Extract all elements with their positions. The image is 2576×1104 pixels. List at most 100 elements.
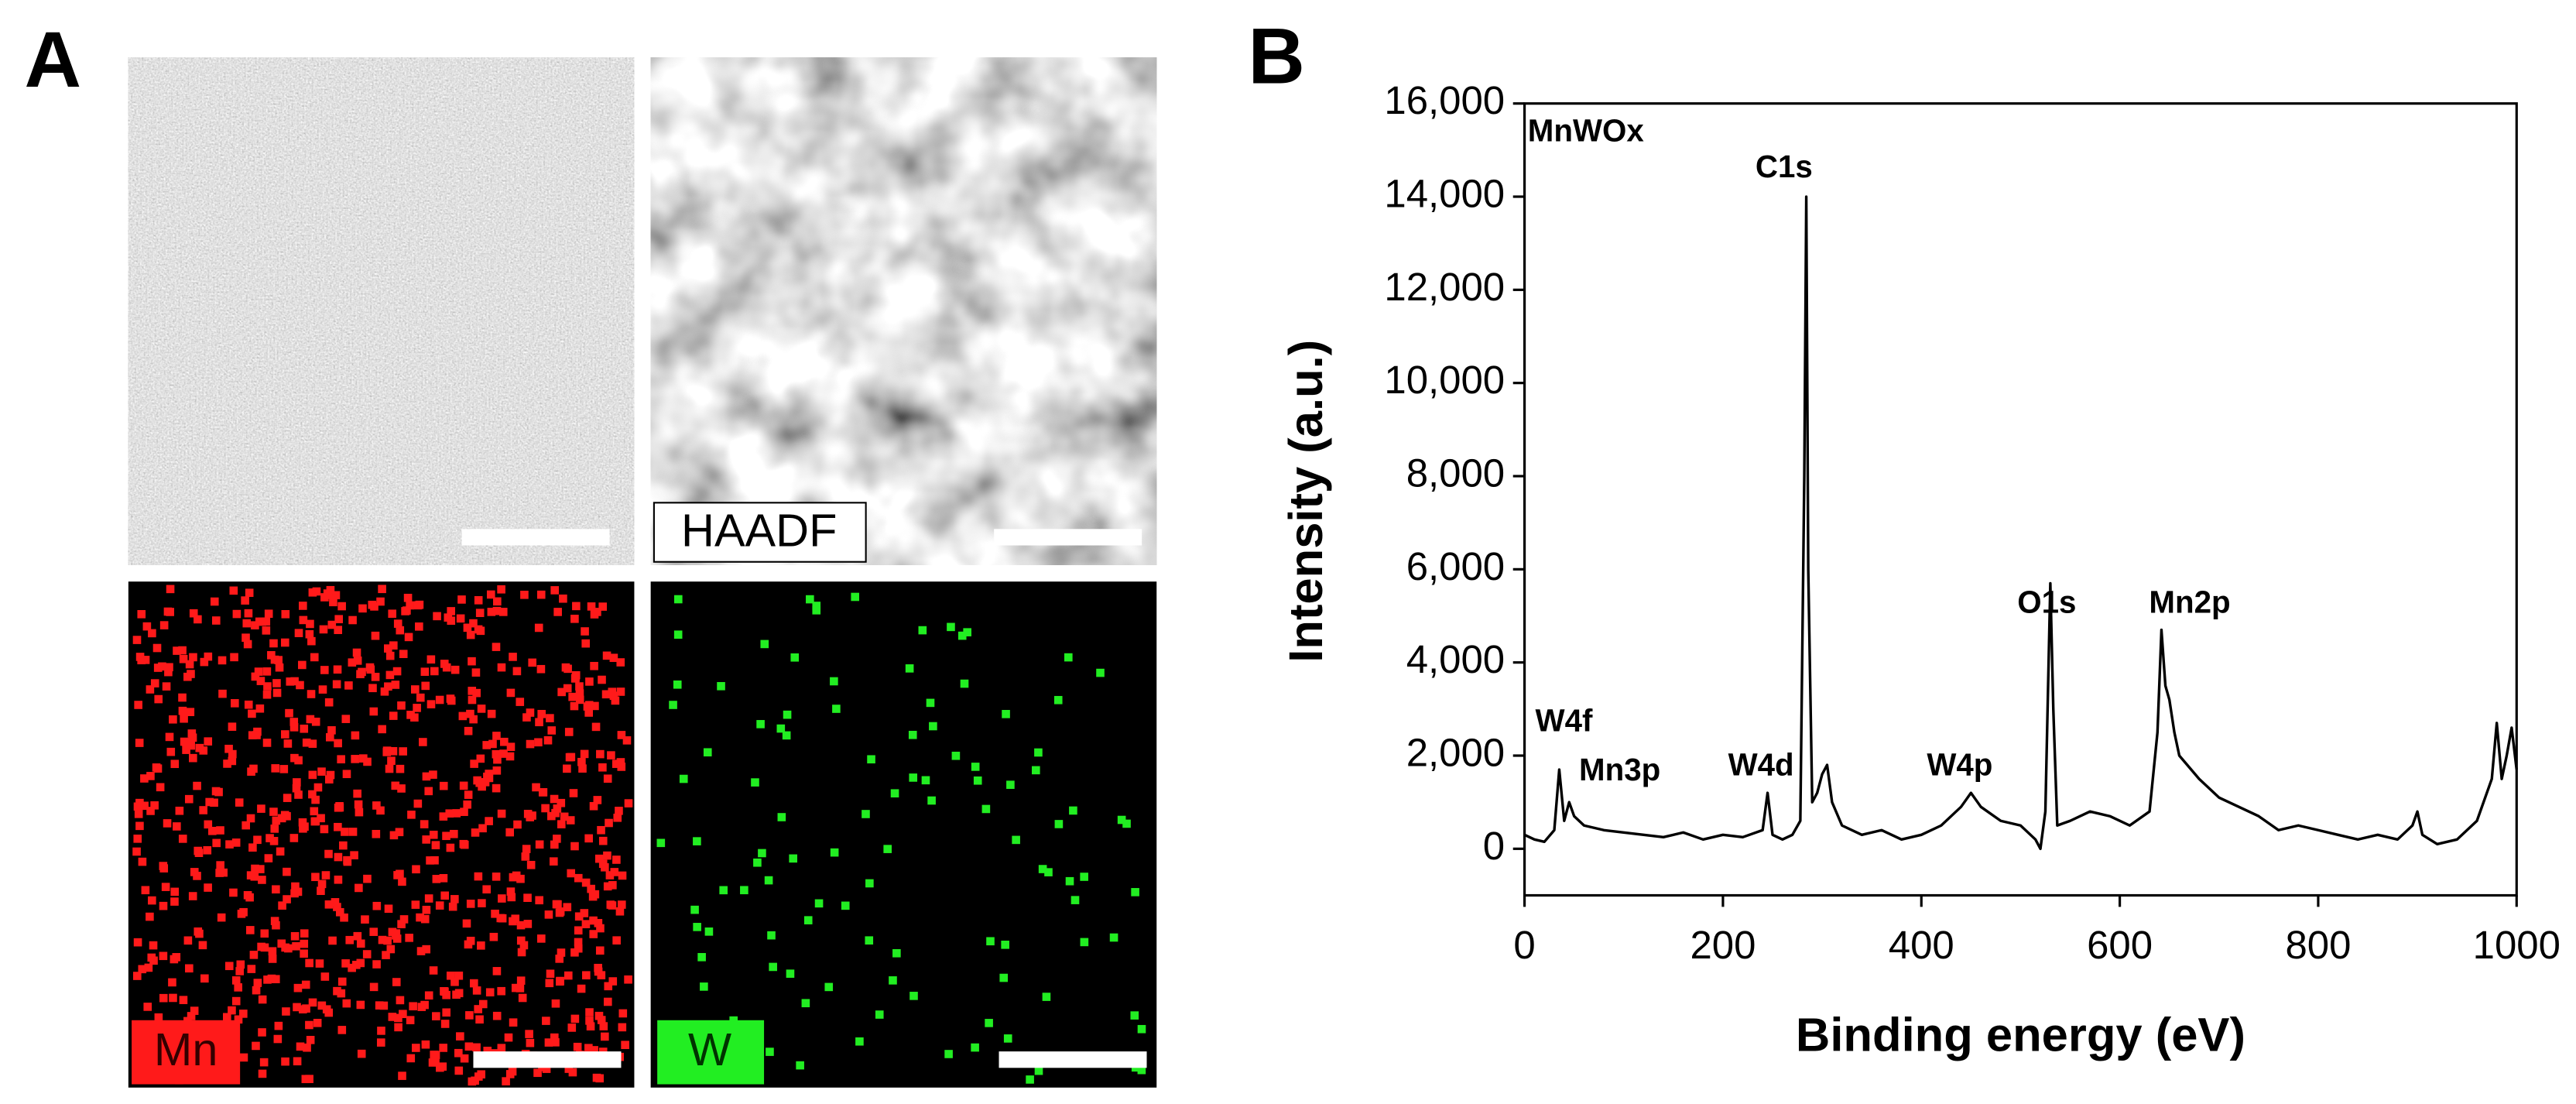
w-dot <box>777 813 786 821</box>
mn-dot <box>622 736 632 745</box>
mn-dot <box>232 609 242 619</box>
mn-dot <box>497 809 506 818</box>
mn-dot <box>146 772 155 780</box>
mn-dot <box>459 781 468 790</box>
w-dot <box>1026 1075 1034 1084</box>
mn-dot <box>526 739 535 749</box>
mn-dot <box>393 871 402 879</box>
mn-dot <box>574 926 583 935</box>
mn-dot <box>372 960 381 969</box>
mn-dot <box>556 976 564 986</box>
mn-dot <box>392 931 400 940</box>
mn-dot <box>396 764 405 773</box>
mn-dot <box>169 715 177 724</box>
mn-dot <box>446 843 455 852</box>
mn-dot <box>366 665 375 674</box>
mn-dot <box>183 672 192 681</box>
y-tick-label: 12,000 <box>1384 265 1505 309</box>
mn-dot <box>313 1018 322 1027</box>
w-dot <box>865 936 874 945</box>
mn-dot <box>581 627 589 636</box>
mn-dot <box>279 765 289 773</box>
mn-dot <box>141 886 150 895</box>
mn-dot <box>575 695 584 705</box>
mn-dot <box>140 801 149 811</box>
mn-dot <box>272 816 281 825</box>
mn-dot <box>264 609 273 619</box>
w-dot <box>801 999 810 1008</box>
mn-dot <box>334 739 342 748</box>
mn-dot <box>134 810 143 818</box>
mn-dot <box>290 677 299 686</box>
mn-dot <box>498 914 507 923</box>
w-dot <box>1137 1065 1146 1075</box>
mn-dot <box>311 717 320 726</box>
mn-dot <box>203 845 212 855</box>
peak-label: W4p <box>1927 748 1992 783</box>
mn-dot <box>511 914 520 924</box>
mn-dot <box>264 854 273 862</box>
mn-dot <box>310 817 320 826</box>
x-tick-label: 600 <box>2087 923 2153 967</box>
w-dot <box>1034 748 1043 757</box>
mn-dot <box>163 819 172 828</box>
w-dot <box>669 701 677 709</box>
mn-dot <box>267 974 276 983</box>
mn-dot <box>570 701 579 711</box>
scale-bar <box>999 1051 1147 1068</box>
mn-dot <box>598 602 608 611</box>
mn-dot <box>358 604 367 613</box>
w-dot <box>929 722 937 731</box>
mn-dot <box>430 667 439 676</box>
mn-dot <box>256 677 265 685</box>
mn-dot <box>603 882 612 891</box>
mn-dot <box>482 741 491 749</box>
mn-dot <box>598 836 608 845</box>
mn-dot <box>146 807 155 815</box>
mn-dot <box>396 626 405 635</box>
mn-dot <box>290 753 299 763</box>
mn-dot <box>559 594 567 603</box>
mn-dot <box>242 633 250 642</box>
mn-dot <box>294 629 303 637</box>
mn-dot <box>506 688 516 698</box>
mn-dot <box>298 1005 307 1014</box>
mn-dot <box>376 806 385 815</box>
mn-dot <box>491 909 499 918</box>
mn-dot <box>509 1018 518 1027</box>
mn-dot <box>324 698 334 707</box>
w-dot <box>855 1037 864 1046</box>
mn-dot <box>543 735 553 745</box>
mn-dot <box>574 912 584 921</box>
mn-dot <box>248 843 257 852</box>
mn-dot <box>463 623 472 633</box>
mn-dot <box>458 711 468 721</box>
mn-dot <box>333 903 341 911</box>
mn-dot <box>185 964 194 973</box>
mn-dot <box>272 679 281 687</box>
mn-dot <box>159 951 168 961</box>
mn-dot <box>168 978 176 987</box>
mn-dot <box>351 731 360 740</box>
mn-dot <box>320 972 330 981</box>
mn-dot <box>426 700 436 708</box>
mn-dot <box>464 726 473 735</box>
mn-dot <box>599 1022 608 1030</box>
mn-dot <box>486 590 495 599</box>
w-dot <box>862 810 870 818</box>
mn-dot <box>454 971 464 980</box>
mn-dot <box>292 783 301 793</box>
mn-dot <box>306 715 315 724</box>
mn-dot <box>564 1065 574 1073</box>
mn-dot <box>616 658 625 667</box>
mn-dot <box>516 698 525 706</box>
mn-dot <box>439 781 448 790</box>
mn-dot <box>140 774 149 783</box>
mn-dot <box>617 731 626 739</box>
mn-dot <box>446 694 455 703</box>
mn-dot <box>362 950 372 958</box>
mn-dot <box>395 828 404 837</box>
mn-dot <box>542 1065 551 1073</box>
mn-dot <box>255 617 264 626</box>
mn-dot <box>478 782 486 791</box>
